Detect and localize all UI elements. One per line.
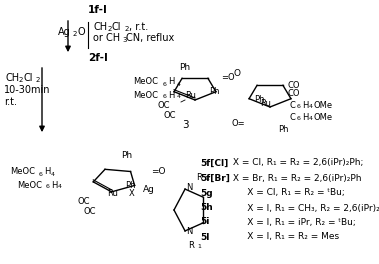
Text: C: C (290, 112, 296, 121)
Text: Cl: Cl (112, 22, 122, 32)
Text: X = I, R₁ = iPr, R₂ = ᵗBu;: X = I, R₁ = iPr, R₂ = ᵗBu; (230, 218, 356, 227)
Text: 3: 3 (182, 120, 188, 130)
Text: MeOC: MeOC (133, 78, 158, 87)
Text: H: H (51, 181, 57, 190)
Text: OC: OC (77, 197, 89, 206)
Text: 5i: 5i (200, 218, 209, 227)
Text: O: O (78, 27, 86, 37)
Text: OC: OC (163, 111, 175, 120)
Text: 10-30min: 10-30min (4, 85, 50, 95)
Text: 6: 6 (163, 95, 167, 100)
Text: OC: OC (157, 101, 169, 111)
Text: CO: CO (288, 88, 301, 97)
Text: 4: 4 (58, 185, 62, 190)
Text: OMe: OMe (314, 101, 333, 110)
Text: Ag: Ag (58, 27, 71, 37)
Text: CN, reflux: CN, reflux (126, 33, 174, 43)
Text: H: H (44, 167, 50, 177)
Text: Ph: Ph (179, 64, 191, 73)
Text: 2: 2 (36, 77, 41, 83)
Text: 5f[Cl]: 5f[Cl] (200, 158, 228, 167)
Text: OC: OC (83, 208, 96, 216)
Text: 4: 4 (177, 95, 181, 100)
Text: C: C (290, 101, 296, 110)
Text: X: X (129, 188, 135, 197)
Text: , r.t.: , r.t. (129, 22, 148, 32)
Text: N: N (186, 183, 193, 192)
Text: 6: 6 (297, 105, 301, 110)
Text: Ph: Ph (278, 125, 288, 134)
Text: H: H (302, 101, 309, 110)
Text: X = I, R₁ = R₂ = Mes: X = I, R₁ = R₂ = Mes (230, 233, 339, 242)
Text: MeOC: MeOC (17, 181, 42, 190)
Text: X = Br, R₁ = R₂ = 2,6(iPr)₂Ph: X = Br, R₁ = R₂ = 2,6(iPr)₂Ph (230, 173, 362, 182)
Text: Ag: Ag (143, 186, 155, 195)
Text: 5h: 5h (200, 204, 213, 213)
Text: Ph: Ph (121, 150, 133, 159)
Text: H: H (168, 78, 174, 87)
Text: =O: =O (221, 73, 235, 82)
Text: X = I, R₁ = CH₃, R₂ = 2,6(iPr)₂Ph;: X = I, R₁ = CH₃, R₂ = 2,6(iPr)₂Ph; (230, 204, 379, 213)
Text: OMe: OMe (314, 112, 333, 121)
Text: O: O (233, 69, 240, 78)
Text: 3: 3 (122, 37, 127, 43)
Text: Ru: Ru (107, 188, 118, 197)
Text: X = Cl, R₁ = R₂ = 2,6(iPr)₂Ph;: X = Cl, R₁ = R₂ = 2,6(iPr)₂Ph; (230, 158, 363, 167)
Text: 6: 6 (46, 185, 50, 190)
Text: 6: 6 (163, 82, 167, 87)
Text: 4: 4 (177, 82, 181, 87)
Text: 5l: 5l (200, 233, 209, 242)
Text: X = Cl, R₁ = R₂ = ᵗBu;: X = Cl, R₁ = R₂ = ᵗBu; (230, 188, 345, 197)
Text: 4: 4 (309, 105, 313, 110)
Text: 2: 2 (19, 77, 23, 83)
Text: Ph: Ph (254, 95, 265, 103)
Text: 6: 6 (39, 172, 43, 177)
Text: Ph: Ph (209, 87, 219, 96)
Text: or CH: or CH (93, 33, 120, 43)
Text: N: N (186, 228, 193, 237)
Text: 2: 2 (108, 26, 113, 32)
Text: H: H (168, 91, 174, 100)
Text: 4: 4 (51, 172, 55, 177)
Text: MeOC: MeOC (133, 91, 158, 100)
Text: CH: CH (5, 73, 19, 83)
Text: R: R (196, 172, 202, 182)
Text: 6: 6 (297, 116, 301, 121)
Text: Ph: Ph (125, 182, 136, 191)
Text: 1f-I: 1f-I (88, 5, 108, 15)
Text: CH: CH (93, 22, 107, 32)
Text: CO: CO (288, 81, 301, 89)
Text: r.t.: r.t. (4, 97, 17, 107)
Text: 5g: 5g (200, 188, 213, 197)
Text: 4: 4 (309, 116, 313, 121)
Text: O=: O= (232, 119, 246, 128)
Text: 2: 2 (125, 26, 129, 32)
Text: 1: 1 (197, 244, 201, 249)
Text: MeOC: MeOC (10, 167, 35, 177)
Text: 2: 2 (73, 31, 77, 37)
Text: H: H (302, 112, 309, 121)
Text: Ru: Ru (261, 98, 271, 107)
Text: 5f[Br]: 5f[Br] (200, 173, 230, 182)
Text: =O: =O (151, 167, 166, 177)
Text: 2f-I: 2f-I (88, 53, 108, 63)
Text: R: R (188, 241, 194, 249)
Text: 2: 2 (205, 177, 209, 182)
Text: Ru: Ru (186, 92, 196, 101)
Text: Cl: Cl (23, 73, 33, 83)
